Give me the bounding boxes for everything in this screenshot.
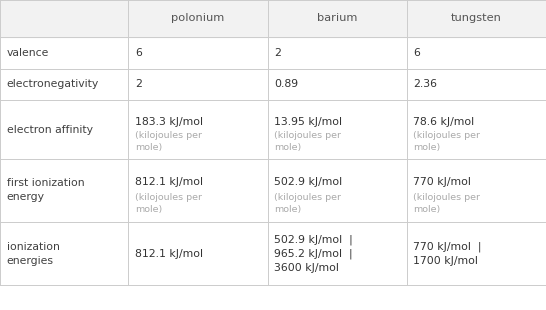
Text: 2: 2 [135, 79, 142, 90]
Text: 6: 6 [413, 47, 420, 58]
Text: 502.9 kJ/mol  |
965.2 kJ/mol  |
3600 kJ/mol: 502.9 kJ/mol | 965.2 kJ/mol | 3600 kJ/mo… [274, 234, 353, 273]
Text: (kilojoules per
mole): (kilojoules per mole) [135, 193, 202, 214]
Text: electronegativity: electronegativity [7, 79, 99, 90]
Text: electron affinity: electron affinity [7, 125, 93, 135]
Text: (kilojoules per
mole): (kilojoules per mole) [274, 131, 341, 152]
Text: (kilojoules per
mole): (kilojoules per mole) [274, 193, 341, 214]
Bar [0, 0, 546, 37]
Text: 183.3 kJ/mol: 183.3 kJ/mol [135, 117, 203, 127]
Text: 770 kJ/mol  |
1700 kJ/mol: 770 kJ/mol | 1700 kJ/mol [413, 241, 482, 266]
Text: 502.9 kJ/mol: 502.9 kJ/mol [274, 177, 342, 187]
Text: (kilojoules per
mole): (kilojoules per mole) [413, 193, 480, 214]
Text: 2: 2 [274, 47, 281, 58]
Text: tungsten: tungsten [451, 13, 502, 23]
Text: 812.1 kJ/mol: 812.1 kJ/mol [135, 177, 203, 187]
Text: polonium: polonium [171, 13, 224, 23]
Text: valence: valence [7, 47, 49, 58]
Text: (kilojoules per
mole): (kilojoules per mole) [135, 131, 202, 152]
Text: 770 kJ/mol: 770 kJ/mol [413, 177, 471, 187]
Text: barium: barium [317, 13, 357, 23]
Text: 2.36: 2.36 [413, 79, 437, 90]
Text: 812.1 kJ/mol: 812.1 kJ/mol [135, 249, 203, 259]
Text: first ionization
energy: first ionization energy [7, 179, 84, 202]
Text: 0.89: 0.89 [274, 79, 298, 90]
Text: ionization
energies: ionization energies [7, 242, 60, 266]
Text: 78.6 kJ/mol: 78.6 kJ/mol [413, 117, 474, 127]
Text: 13.95 kJ/mol: 13.95 kJ/mol [274, 117, 342, 127]
Text: 6: 6 [135, 47, 142, 58]
Text: (kilojoules per
mole): (kilojoules per mole) [413, 131, 480, 152]
